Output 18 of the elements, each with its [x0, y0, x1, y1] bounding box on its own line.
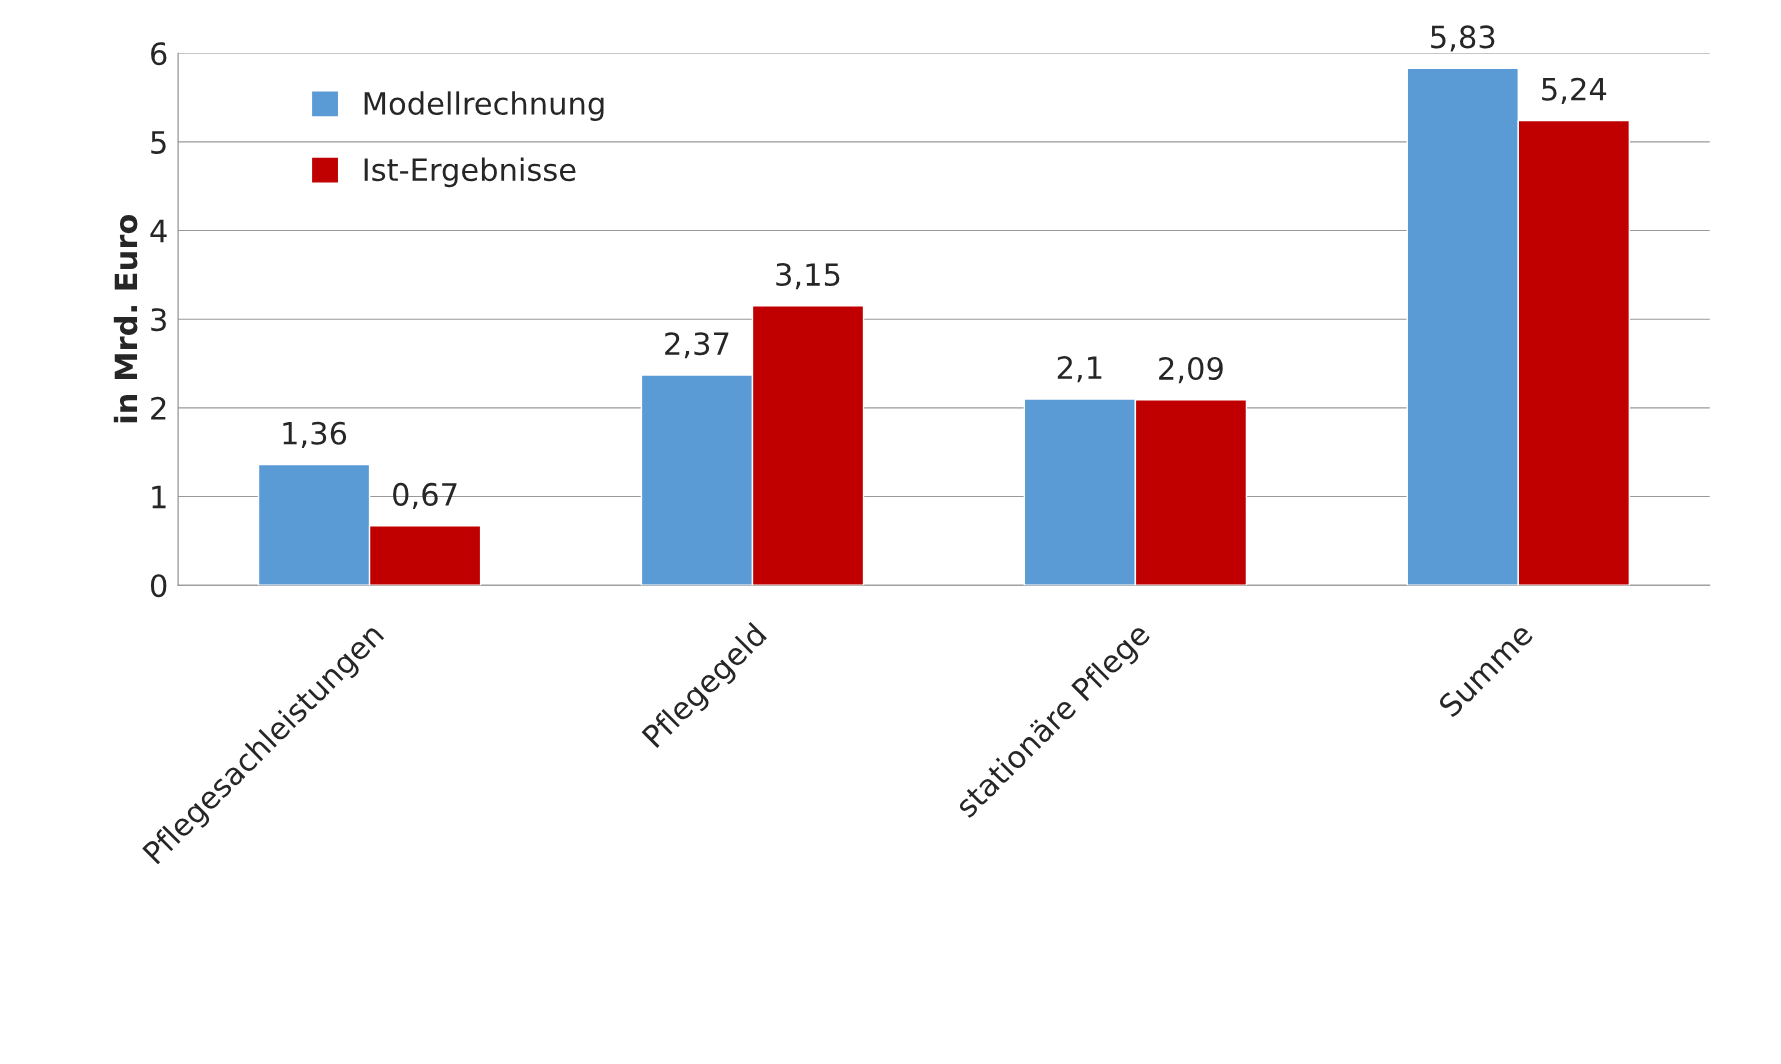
data-label: 0,67 — [393, 482, 457, 510]
y-tick-label: 3 — [151, 308, 166, 332]
y-axis-title: in Mrd. Euro — [113, 214, 138, 423]
y-tick-label: 2 — [151, 396, 166, 420]
data-label: 2,37 — [665, 332, 729, 359]
y-tick-label: 6 — [151, 42, 167, 66]
data-label: 2,1 — [1057, 356, 1102, 383]
data-label: 5,83 — [1431, 25, 1495, 52]
y-tick-label: 4 — [150, 219, 167, 243]
y-tick-label: 0 — [150, 574, 167, 598]
data-label: 5,24 — [1542, 77, 1607, 104]
data-label: 1,36 — [283, 421, 347, 448]
legend-label: Ist-Ergebnisse — [364, 157, 576, 188]
y-tick-label: 5 — [151, 131, 166, 154]
data-label: 3,15 — [776, 262, 840, 290]
data-label: 2,09 — [1159, 356, 1223, 384]
legend-label: Modellrechnung — [364, 91, 604, 121]
y-tick-label: 1 — [152, 485, 166, 509]
